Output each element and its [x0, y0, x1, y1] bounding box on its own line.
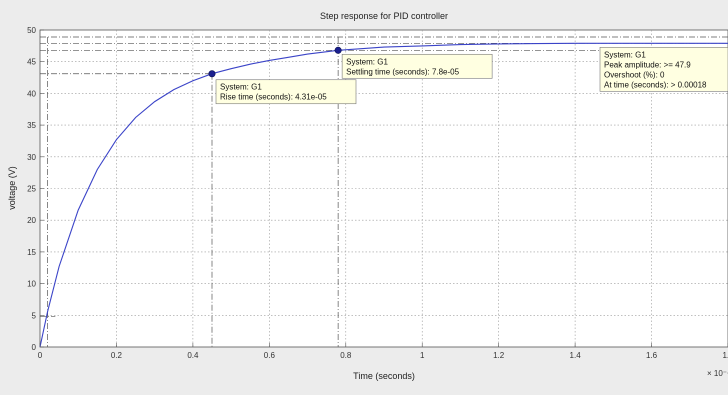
reference-lines	[40, 36, 728, 347]
step-response-line	[39, 42, 728, 348]
x-tick-label: 1.2	[493, 351, 505, 360]
x-exponent-label: × 10⁻⁴	[707, 369, 728, 378]
x-tick-label: 0.8	[340, 351, 352, 360]
y-tick-label: 25	[27, 185, 36, 194]
y-tick-label: 10	[27, 280, 36, 289]
rise-datatip-line: Rise time (seconds): 4.31e-05	[220, 93, 327, 102]
y-tick-labels: 0 5 10 15 20 25 30 35 40 45 50	[27, 26, 44, 352]
y-tick-label: 50	[27, 26, 36, 35]
x-tick-label: 1.4	[570, 351, 582, 360]
x-tick-label: 1.8	[722, 351, 728, 360]
y-tick-label: 20	[27, 216, 36, 225]
peak-datatip-line: System: G1	[604, 50, 646, 59]
settling-datatip-box	[341, 53, 493, 79]
settling-datatip-line: Settling time (seconds): 7.8e-05	[346, 67, 459, 76]
x-tick-label: 1	[420, 351, 425, 360]
x-tick-label: 0.2	[111, 351, 123, 360]
y-tick-label: 5	[32, 311, 37, 320]
peak-datatip-line: Peak amplitude: >= 47.9	[604, 60, 691, 69]
rise-datatip-line: System: G1	[220, 83, 262, 92]
x-axis-label: Time (seconds)	[353, 371, 415, 381]
settling-datatip-line: System: G1	[346, 57, 388, 66]
y-tick-label: 15	[27, 248, 36, 257]
x-tick-labels: 0 0.2 0.4 0.6 0.8 1 1.2 1.4 1.6 1.8	[38, 343, 728, 360]
x-tick-label: 0	[38, 351, 43, 360]
rise-datatip-box	[215, 79, 357, 105]
y-tick-label: 45	[27, 58, 36, 67]
peak-datatip-box	[599, 47, 728, 92]
series-group	[39, 42, 728, 348]
y-tick-label: 30	[27, 153, 36, 162]
y-tick-label: 35	[27, 121, 36, 130]
chart-title: Step response for PID controller	[320, 11, 448, 21]
settling-marker	[334, 46, 342, 54]
rise-marker	[208, 70, 216, 78]
x-tick-label: 0.4	[187, 351, 199, 360]
peak-datatip-line: Overshoot (%): 0	[604, 70, 665, 79]
y-tick-label: 0	[32, 343, 37, 352]
x-tick-label: 1.6	[646, 351, 658, 360]
x-tick-label: 0.6	[264, 351, 276, 360]
peak-datatip-line: At time (seconds): > 0.00018	[604, 80, 707, 89]
y-tick-label: 40	[27, 89, 36, 98]
y-axis-label: voltage (V)	[7, 166, 17, 210]
